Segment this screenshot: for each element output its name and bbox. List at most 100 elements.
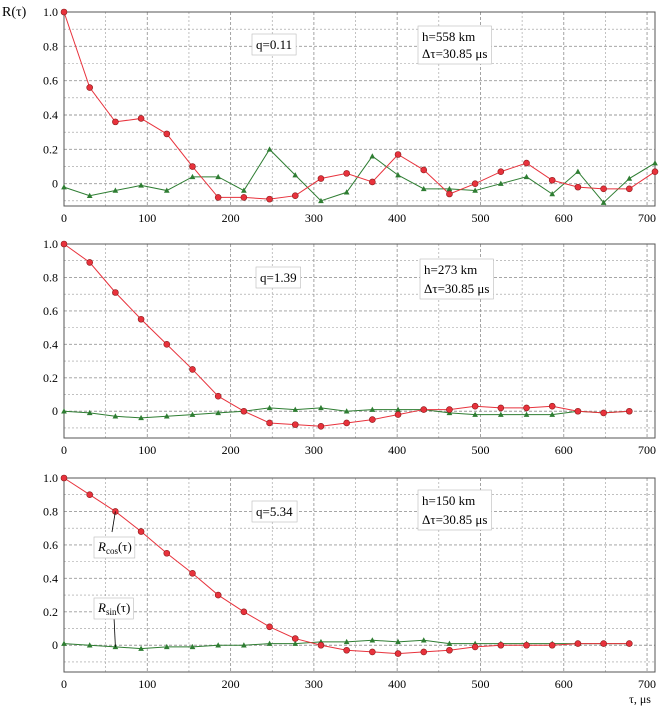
height-annotation: h=150 km [422, 493, 475, 508]
x-tick-label: 300 [305, 677, 323, 691]
chart-panel-1: 0 0.2 0.4 0.6 0.8 1.0 0 100 200 300 400 500 600 700 q=… [43, 5, 659, 225]
x-tick-label: 200 [222, 211, 240, 225]
x-tick-label: 200 [222, 677, 240, 691]
data-point-cos [446, 646, 453, 654]
data-point-cos [266, 623, 273, 631]
data-point-sin [292, 640, 299, 646]
x-tick-label: 600 [555, 443, 573, 457]
data-point-cos [291, 635, 299, 642]
data-point-sin [600, 199, 607, 205]
y-tick-label: 0.4 [43, 108, 58, 122]
leader-line-cos [111, 511, 116, 533]
data-point-cos [137, 315, 145, 323]
data-point-sin [420, 185, 427, 192]
data-point-sin [472, 411, 478, 417]
data-point-cos [240, 407, 248, 415]
data-point-cos [497, 641, 505, 649]
x-tick-label: 300 [305, 443, 323, 457]
data-point-cos [317, 175, 325, 182]
series-line-cos [63, 243, 630, 427]
data-point-sin [549, 190, 556, 197]
data-point-sin [138, 414, 144, 421]
data-point-cos [626, 185, 633, 193]
data-point-cos [163, 130, 171, 138]
data-point-cos [471, 643, 479, 651]
data-point-cos [214, 194, 222, 201]
y-tick-label: 1.0 [43, 237, 58, 251]
q-annotation: q=0.11 [256, 37, 292, 52]
y-tick-label: 0.8 [43, 270, 58, 284]
data-point-sin [395, 172, 401, 178]
data-point-cos [600, 409, 607, 417]
data-point-sin [292, 172, 299, 178]
x-tick-label: 100 [138, 211, 156, 225]
data-point-cos [266, 195, 273, 203]
data-point-cos [112, 289, 119, 296]
y-tick-label: 1.0 [43, 471, 58, 485]
data-point-cos [137, 528, 145, 535]
series-label-cos-box [93, 536, 136, 559]
data-point-cos [394, 411, 402, 418]
data-point-cos [600, 185, 607, 193]
data-point-cos [189, 366, 196, 373]
data-point-sin [652, 160, 658, 166]
data-point-cos [446, 190, 453, 198]
data-point-sin [369, 406, 376, 412]
params-annotation-box [419, 258, 494, 300]
data-point-sin [163, 643, 170, 650]
data-point-sin [189, 411, 196, 417]
data-point-cos [420, 166, 428, 174]
data-point-cos [523, 404, 530, 412]
data-point-sin [446, 640, 453, 646]
data-point-cos [291, 421, 299, 428]
data-point-sin [292, 406, 299, 412]
data-point-cos [523, 159, 530, 167]
x-tick-label: 500 [471, 443, 489, 457]
data-point-cos [343, 170, 350, 177]
data-point-sin [61, 184, 67, 190]
data-point-sin [86, 642, 93, 648]
y-tick-label: 0 [52, 638, 58, 652]
series-line-sin [63, 148, 656, 204]
data-point-sin [61, 408, 67, 414]
x-axis-label: τ, μs [629, 692, 651, 706]
data-point-sin [369, 153, 376, 159]
data-point-sin [138, 645, 144, 651]
data-point-sin [163, 187, 170, 193]
data-point-sin [61, 640, 67, 646]
x-tick-label: 500 [471, 677, 489, 691]
x-tick-label: 0 [61, 677, 67, 691]
data-point-cos [60, 8, 68, 16]
data-point-sin [86, 192, 93, 198]
data-point-sin [343, 638, 350, 645]
data-point-sin [472, 187, 478, 193]
data-point-cos [446, 406, 453, 413]
data-point-sin [138, 182, 144, 188]
plot-frame [63, 243, 656, 439]
params-annotation-box [417, 25, 492, 65]
data-point-cos [574, 183, 582, 191]
x-tick-label: 0 [61, 211, 67, 225]
data-point-cos [112, 118, 119, 126]
y-tick-label: 0 [52, 404, 58, 418]
plot-frame [63, 11, 656, 207]
data-point-cos [574, 640, 582, 647]
data-point-sin [189, 643, 196, 650]
data-point-sin [497, 411, 504, 417]
data-point-sin [266, 404, 273, 411]
data-point-sin [369, 637, 376, 643]
chart-panel-3: 0 0.2 0.4 0.6 0.8 1.0 0 100 200 300 400 500 600 700 q=… [43, 471, 656, 691]
y-tick-label: 0.2 [43, 142, 58, 156]
data-point-cos [240, 608, 248, 616]
chart-panel-2: 0 0.2 0.4 0.6 0.8 1.0 0 100 200 300 400 500 600 700 q=… [43, 237, 656, 457]
data-point-cos [266, 419, 273, 427]
x-tick-label: 700 [638, 211, 656, 225]
data-point-cos [574, 407, 582, 415]
q-annotation-box [251, 500, 298, 523]
series-line-cos [63, 477, 630, 655]
data-point-cos [497, 168, 505, 175]
lag-step-annotation: Δτ=30.85 μs [422, 512, 487, 527]
x-tick-label: 600 [555, 677, 573, 691]
x-tick-label: 700 [638, 677, 656, 691]
y-tick-label: 0.2 [43, 605, 58, 619]
